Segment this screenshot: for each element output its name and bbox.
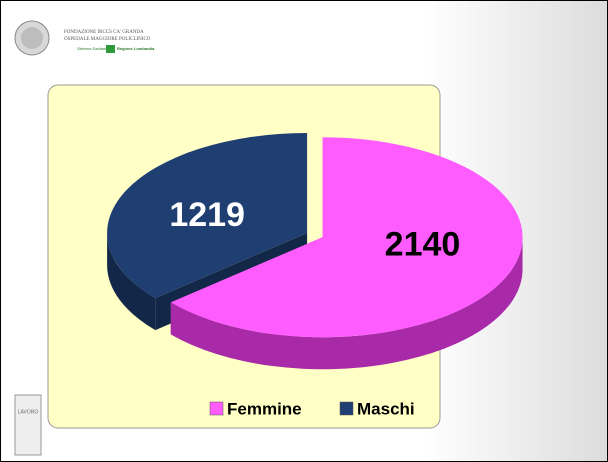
- data-label: 2140: [385, 225, 461, 263]
- footer-logo-text: LAVORO: [18, 409, 39, 415]
- legend-swatch: [209, 401, 224, 416]
- system-name: Sistema Sanitario: [77, 46, 109, 51]
- footer-logo: [14, 394, 42, 456]
- region-logo: [106, 45, 115, 53]
- slice-side: [170, 237, 523, 370]
- slice-top: [170, 137, 523, 338]
- legend-label: Femmine: [227, 399, 302, 418]
- institution-name: FONDAZIONE IRCCS CA' GRANDA: [64, 30, 144, 35]
- slice-side: [107, 232, 156, 331]
- slice-top: [107, 132, 308, 299]
- pie: [107, 132, 523, 370]
- legend-swatch: [339, 401, 354, 416]
- region-name: Regione Lombardia: [117, 46, 155, 51]
- hospital-name: OSPEDALE MAGGIORE POLICLINICO: [64, 37, 151, 42]
- data-label: 1219: [169, 196, 245, 234]
- slice: [170, 137, 523, 370]
- institution-logo-inner: [21, 27, 43, 49]
- legend-label: Maschi: [357, 399, 415, 418]
